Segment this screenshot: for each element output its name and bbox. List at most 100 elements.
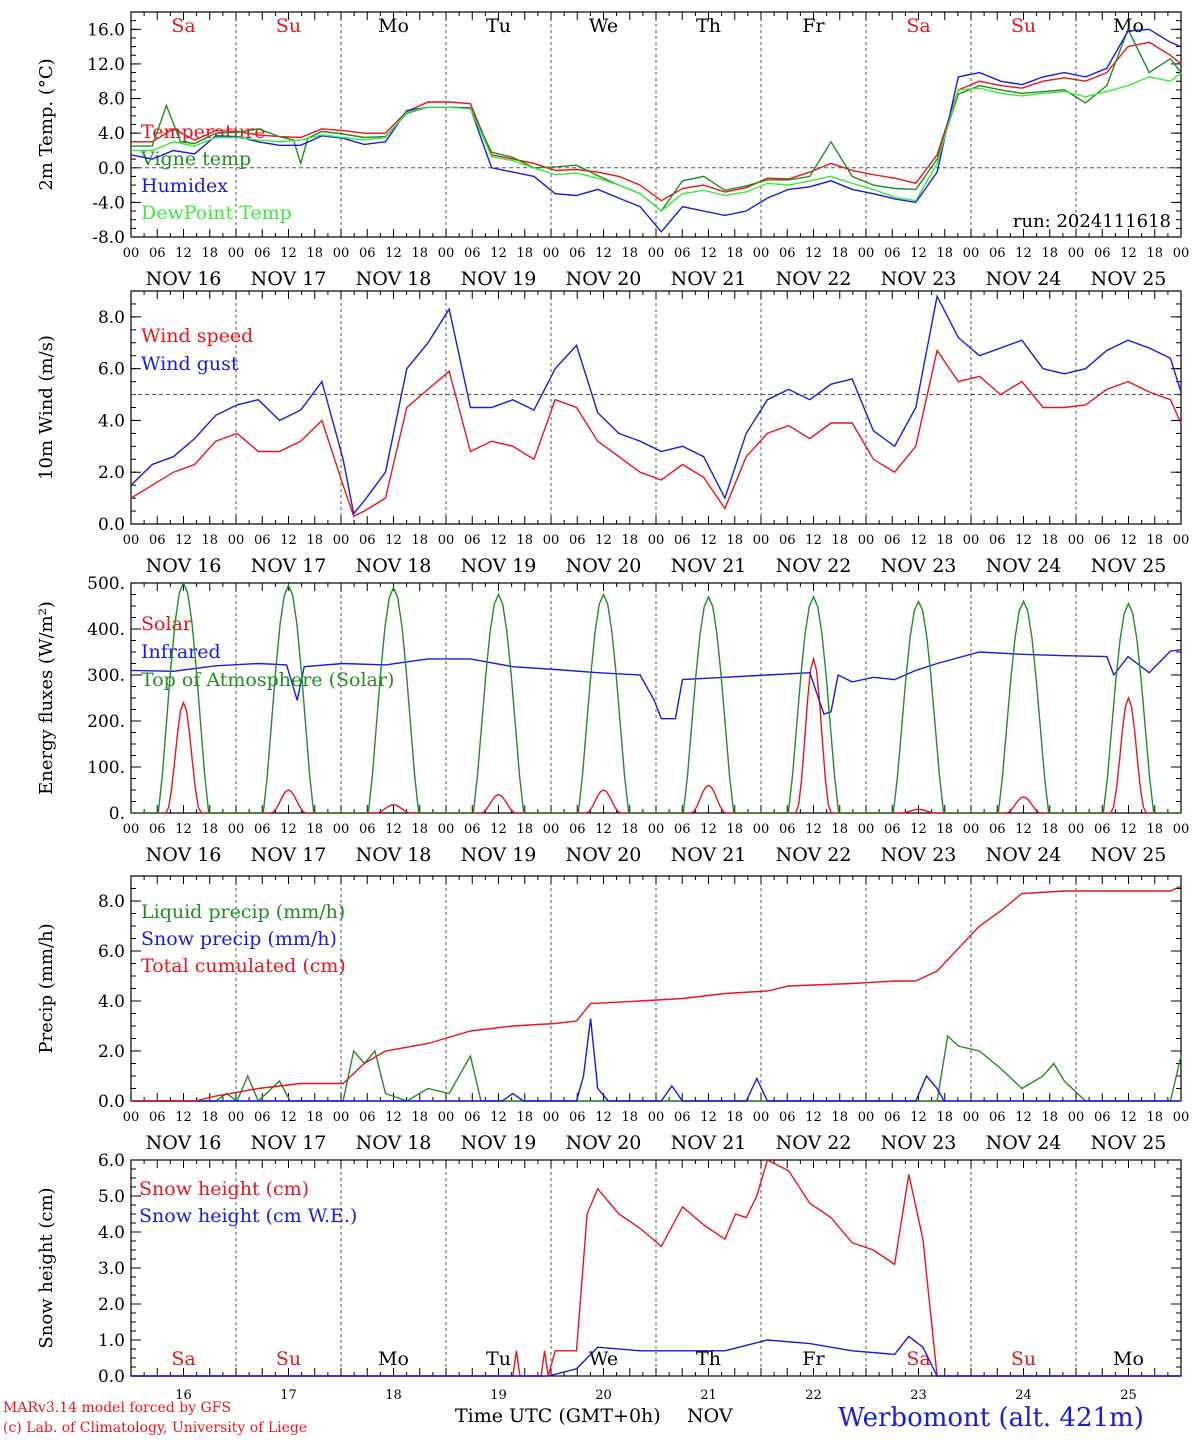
hour-tick-label: 12 [175, 1110, 192, 1125]
hour-tick-label: 12 [595, 1110, 612, 1125]
day-label: NOV 18 [356, 268, 432, 290]
day-label: NOV 17 [251, 555, 327, 577]
hour-tick-label: 18 [201, 822, 218, 837]
hour-tick-label: 18 [201, 533, 218, 548]
hour-tick-label: 12 [175, 533, 192, 548]
x-axis-month: NOV [687, 1405, 733, 1427]
day-number-label: 20 [595, 1388, 612, 1403]
day-label: NOV 19 [461, 268, 537, 290]
weekday-label: Th [696, 15, 721, 37]
day-label: NOV 21 [671, 844, 747, 866]
weekday-label: Su [1011, 1348, 1036, 1370]
y-tick-label: 6.0 [98, 1151, 125, 1171]
y-tick-label: 4.0 [98, 992, 125, 1012]
hour-tick-label: 00 [648, 533, 665, 548]
day-label: NOV 19 [461, 555, 537, 577]
hour-tick-label: 12 [175, 246, 192, 261]
hour-tick-label: 06 [674, 822, 691, 837]
model-credit: MARv3.14 model forced by GFS [3, 1400, 232, 1416]
hour-tick-label: 00 [1068, 246, 1085, 261]
y-tick-label: 12.0 [87, 55, 125, 75]
legend-entry: Wind gust [141, 353, 239, 375]
y-tick-label: 0.0 [98, 1092, 125, 1112]
hour-tick-label: 00 [438, 533, 455, 548]
day-label: NOV 23 [881, 555, 957, 577]
hour-tick-label: 18 [306, 533, 323, 548]
y-tick-label: 16.0 [87, 20, 125, 40]
weekday-label: Su [276, 1348, 301, 1370]
hour-tick-label: 06 [149, 246, 166, 261]
y-tick-label: 4.0 [98, 1223, 125, 1243]
hour-tick-label: 06 [674, 533, 691, 548]
legend-entry: DewPoint Temp [141, 202, 292, 224]
hour-tick-label: 06 [149, 1110, 166, 1125]
hour-tick-label: 18 [411, 533, 428, 548]
y-tick-label: 500. [87, 574, 125, 594]
hour-tick-label: 18 [1146, 246, 1163, 261]
weekday-label: Fr [802, 15, 825, 37]
day-number-label: 25 [1120, 1388, 1137, 1403]
y-tick-label: 400. [87, 620, 125, 640]
y-tick-label: 1.0 [98, 1331, 125, 1351]
hour-tick-label: 06 [359, 822, 376, 837]
legend-entry: Top of Atmosphere (Solar) [141, 669, 394, 691]
hour-tick-label: 06 [779, 246, 796, 261]
series-line-wind-gust [130, 294, 1182, 516]
day-label: NOV 21 [671, 555, 747, 577]
hour-tick-label: 12 [805, 246, 822, 261]
day-label: NOV 22 [776, 555, 852, 577]
day-number-label: 18 [385, 1388, 402, 1403]
hour-tick-label: 12 [595, 246, 612, 261]
legend-entry: Snow height (cm) [139, 1178, 309, 1200]
hour-tick-label: 12 [385, 533, 402, 548]
hour-tick-label: 18 [306, 822, 323, 837]
weekday-label: We [589, 15, 618, 37]
hour-tick-label: 12 [1120, 822, 1137, 837]
hour-tick-label: 06 [1094, 1110, 1111, 1125]
hour-tick-label: 00 [1068, 533, 1085, 548]
day-number-label: 23 [910, 1388, 927, 1403]
day-label: NOV 22 [776, 1132, 852, 1154]
hour-tick-label: 12 [280, 822, 297, 837]
hour-tick-label: 12 [700, 246, 717, 261]
series-line-liquid-precip-mm-h- [131, 1034, 1182, 1103]
day-label: NOV 25 [1091, 268, 1167, 290]
hour-tick-label: 00 [648, 246, 665, 261]
series-line-total-cumulated-cm- [131, 885, 1182, 1102]
y-tick-label: 6.0 [98, 942, 125, 962]
y-tick-label: 0. [109, 804, 125, 824]
station-name: Werbomont (alt. 421m) [838, 1403, 1144, 1433]
hour-tick-label: 12 [280, 533, 297, 548]
weekday-label: Su [276, 15, 301, 37]
weekday-label: Mo [378, 15, 409, 37]
hour-tick-label: 00 [1173, 246, 1190, 261]
hour-tick-label: 12 [280, 1110, 297, 1125]
weekday-label: Sa [171, 15, 195, 37]
day-label: NOV 23 [881, 268, 957, 290]
series-line-snow-height-cm- [131, 1158, 1181, 1377]
hour-tick-label: 18 [831, 533, 848, 548]
hour-tick-label: 18 [936, 1110, 953, 1125]
hour-tick-label: 18 [831, 822, 848, 837]
day-label: NOV 21 [671, 1132, 747, 1154]
hour-tick-label: 00 [543, 1110, 560, 1125]
hour-tick-label: 06 [989, 822, 1006, 837]
weekday-label: Mo [1113, 1348, 1144, 1370]
hour-tick-label: 18 [726, 246, 743, 261]
hour-tick-label: 00 [648, 1110, 665, 1125]
hour-tick-label: 00 [858, 246, 875, 261]
hour-tick-label: 18 [726, 822, 743, 837]
hour-tick-label: 00 [753, 1110, 770, 1125]
hour-tick-label: 12 [1015, 533, 1032, 548]
hour-tick-label: 06 [464, 822, 481, 837]
hour-tick-label: 06 [569, 533, 586, 548]
hour-tick-label: 12 [385, 822, 402, 837]
hour-tick-label: 18 [411, 246, 428, 261]
hour-tick-label: 06 [569, 1110, 586, 1125]
weekday-label: We [589, 1348, 618, 1370]
day-label: NOV 24 [986, 844, 1062, 866]
weekday-label: Sa [906, 15, 930, 37]
hour-tick-label: 18 [936, 246, 953, 261]
hour-tick-label: 18 [621, 246, 638, 261]
weekday-label: Sa [171, 1348, 195, 1370]
